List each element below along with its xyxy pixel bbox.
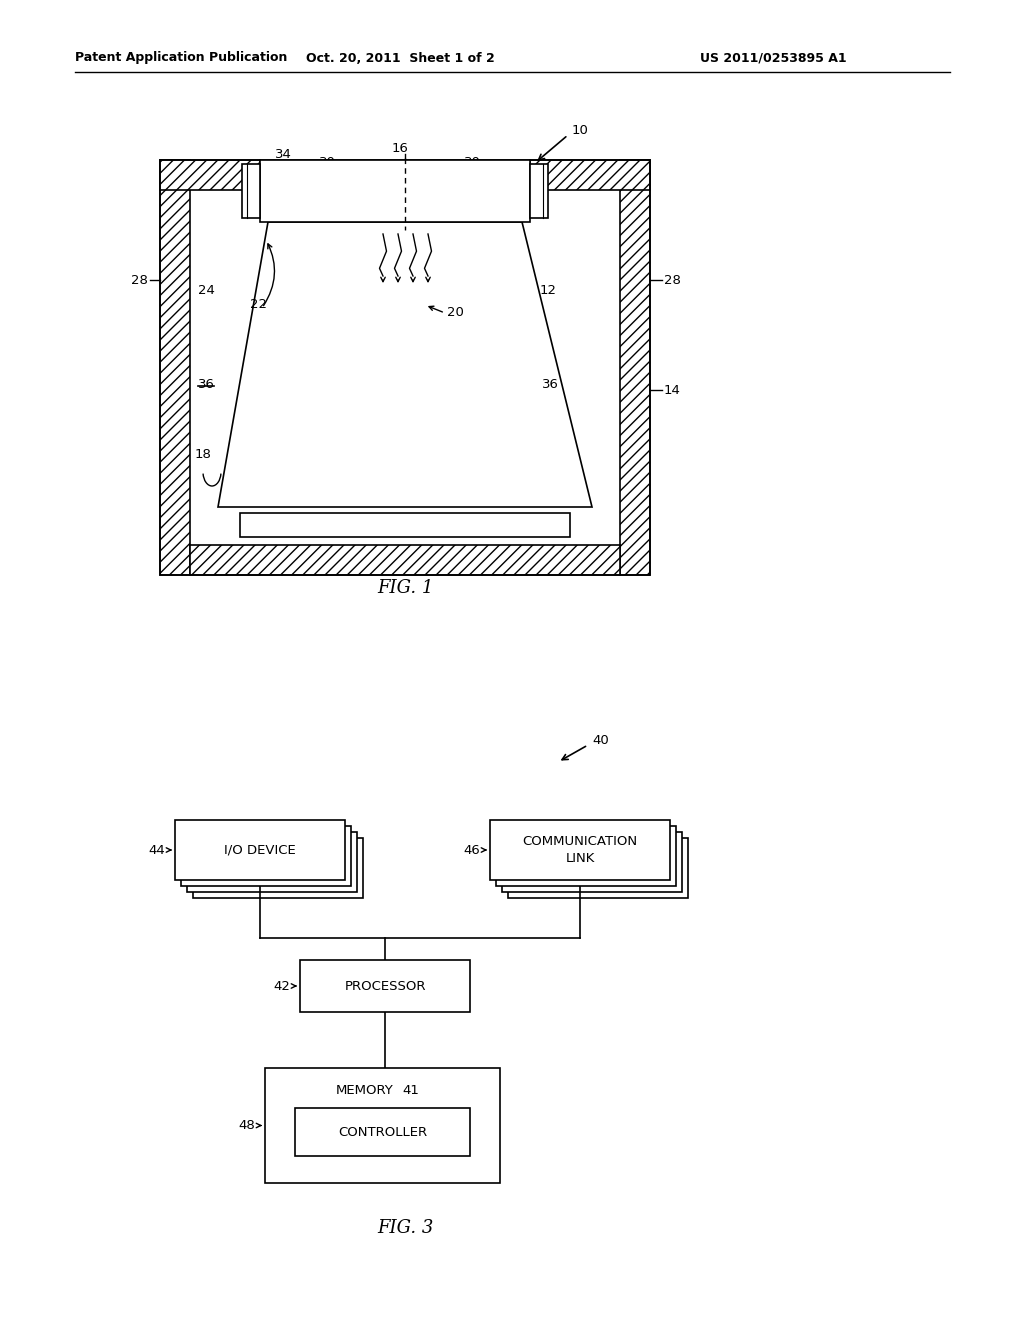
Bar [181, 826, 351, 886]
Text: 44: 44 [148, 843, 165, 857]
Text: Patent Application Publication: Patent Application Publication [75, 51, 288, 65]
Text: 40: 40 [592, 734, 608, 747]
Bar [193, 838, 362, 898]
Text: 48: 48 [239, 1119, 255, 1133]
Text: MEMORY: MEMORY [336, 1084, 393, 1097]
Bar [160, 160, 650, 576]
Bar [490, 820, 670, 880]
Text: 18: 18 [195, 449, 212, 462]
Bar [300, 960, 470, 1012]
Bar [260, 160, 530, 222]
Bar [190, 545, 620, 576]
Text: 30: 30 [464, 156, 481, 169]
Text: 28: 28 [664, 273, 681, 286]
Bar [620, 160, 650, 576]
Text: 34: 34 [275, 149, 292, 161]
Bar [190, 190, 620, 545]
Text: 42: 42 [273, 979, 290, 993]
Text: 36: 36 [198, 378, 215, 391]
Text: 36: 36 [542, 378, 559, 391]
Text: 41: 41 [402, 1084, 419, 1097]
Text: Oct. 20, 2011  Sheet 1 of 2: Oct. 20, 2011 Sheet 1 of 2 [305, 51, 495, 65]
Bar [187, 832, 357, 892]
Bar [160, 160, 260, 190]
Text: I/O DEVICE: I/O DEVICE [224, 843, 296, 857]
Text: FIG. 3: FIG. 3 [377, 1218, 433, 1237]
Bar [160, 160, 190, 576]
Text: 14: 14 [664, 384, 681, 396]
Text: 22: 22 [250, 298, 267, 312]
Text: 24: 24 [198, 284, 215, 297]
Bar [502, 832, 682, 892]
Text: 30: 30 [319, 156, 336, 169]
Text: 46: 46 [463, 843, 480, 857]
Text: COMMUNICATION
LINK: COMMUNICATION LINK [522, 836, 638, 865]
Text: CONTROLLER: CONTROLLER [338, 1126, 427, 1138]
Bar [265, 1068, 500, 1183]
Text: 28: 28 [131, 273, 148, 286]
Bar [530, 164, 548, 218]
Text: 20: 20 [447, 306, 464, 319]
Bar [530, 160, 650, 190]
Bar [508, 838, 688, 898]
Bar [496, 826, 676, 886]
Bar [175, 820, 345, 880]
Text: 16: 16 [391, 141, 409, 154]
Bar [295, 1107, 470, 1156]
Text: 10: 10 [572, 124, 589, 136]
Text: 12: 12 [540, 284, 557, 297]
Text: US 2011/0253895 A1: US 2011/0253895 A1 [700, 51, 847, 65]
Text: PROCESSOR: PROCESSOR [344, 979, 426, 993]
Text: FIG. 1: FIG. 1 [377, 579, 433, 597]
Polygon shape [218, 222, 592, 507]
Bar [240, 513, 570, 537]
Bar [242, 164, 260, 218]
